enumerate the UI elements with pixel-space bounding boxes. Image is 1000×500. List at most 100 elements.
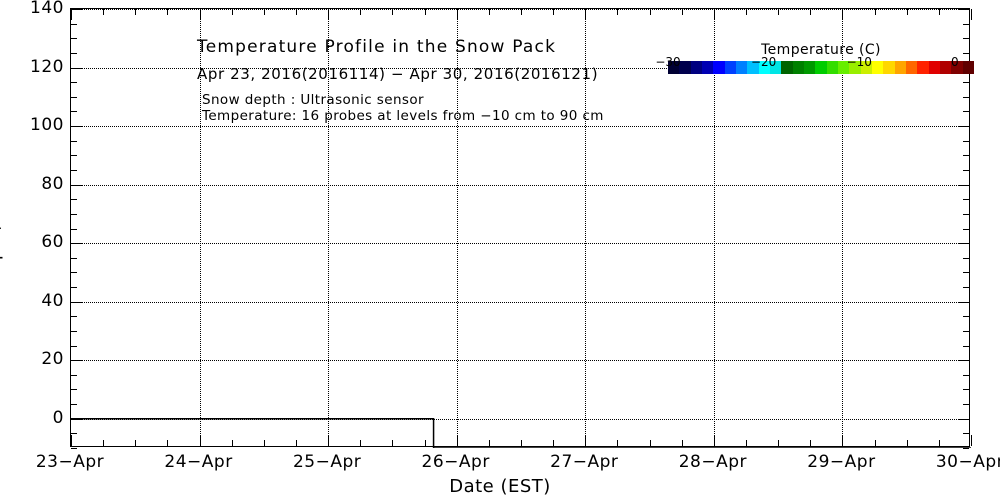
tick-mark	[958, 184, 969, 186]
tick-mark	[553, 9, 555, 15]
colorbar-band	[894, 61, 906, 74]
colorbar-band	[781, 61, 793, 74]
colorbar-gradient	[668, 61, 974, 74]
tick-mark	[963, 96, 969, 98]
tick-mark	[71, 184, 82, 186]
tick-mark	[963, 199, 969, 201]
tick-mark	[103, 9, 105, 15]
tick-mark	[971, 9, 972, 20]
colorbar-band	[837, 61, 850, 74]
tick-mark	[71, 287, 77, 289]
tick-mark	[71, 435, 72, 446]
tick-mark	[71, 169, 77, 171]
tick-mark	[874, 440, 876, 446]
tick-mark	[963, 155, 969, 157]
colorbar-band	[905, 61, 918, 74]
tick-mark	[71, 418, 82, 420]
tick-mark	[963, 23, 969, 25]
tick-mark	[71, 345, 77, 347]
tick-mark	[963, 389, 969, 391]
tick-mark	[71, 330, 77, 332]
gridline-horizontal	[71, 184, 969, 186]
tick-mark	[456, 9, 458, 20]
tick-mark	[71, 140, 77, 142]
tick-mark	[585, 9, 587, 20]
y-tick-label: 0	[52, 407, 64, 428]
tick-mark	[958, 126, 969, 128]
tick-mark	[958, 418, 969, 420]
x-tick-label: 24−Apr	[164, 452, 233, 472]
tick-mark	[963, 433, 969, 435]
tick-mark	[963, 169, 969, 171]
colorbar-title: Temperature (C)	[761, 42, 881, 58]
tick-mark	[963, 228, 969, 230]
tick-mark	[963, 82, 969, 84]
tick-mark	[585, 435, 587, 446]
tick-mark	[392, 9, 394, 15]
tick-mark	[71, 199, 77, 201]
tick-mark	[963, 316, 969, 318]
chart-subtitle: Apr 23, 2016(2016114) − Apr 30, 2016(201…	[197, 65, 599, 83]
tick-mark	[938, 9, 940, 15]
note-snow-depth: Snow depth : Ultrasonic sensor	[202, 92, 424, 108]
colorbar-band	[951, 61, 963, 74]
tick-mark	[963, 404, 969, 406]
tick-mark	[71, 316, 77, 318]
tick-mark	[71, 82, 77, 84]
chart-notes: Snow depth : Ultrasonic sensor Temperatu…	[202, 92, 604, 124]
tick-mark	[231, 440, 233, 446]
tick-mark	[963, 213, 969, 215]
colorbar-band	[679, 61, 691, 74]
tick-mark	[963, 272, 969, 274]
gridline-horizontal	[71, 243, 969, 245]
tick-mark	[71, 23, 77, 25]
note-temperature: Temperature: 16 probes at levels from −1…	[202, 108, 604, 124]
tick-mark	[71, 301, 82, 303]
tick-mark	[553, 440, 555, 446]
tick-mark	[778, 9, 780, 15]
colorbar-band	[713, 61, 725, 74]
x-tick-label: 30−Apr	[935, 452, 1000, 472]
colorbar-band	[860, 61, 872, 74]
gridline-vertical	[328, 9, 330, 446]
tick-mark	[392, 440, 394, 446]
tick-mark	[71, 243, 82, 245]
tick-mark	[71, 228, 77, 230]
tick-mark	[71, 38, 77, 40]
y-tick-label: 140	[30, 0, 64, 18]
tick-mark	[963, 52, 969, 54]
colorbar-band	[849, 61, 861, 74]
gridline-vertical	[585, 9, 587, 446]
tick-mark	[963, 111, 969, 113]
tick-mark	[167, 440, 169, 446]
tick-mark	[71, 213, 77, 215]
tick-mark	[906, 9, 908, 15]
tick-mark	[746, 440, 747, 446]
tick-mark	[360, 440, 362, 446]
tick-mark	[810, 440, 812, 446]
colorbar-band	[871, 61, 884, 74]
tick-mark	[488, 9, 490, 15]
x-axis-title: Date (EST)	[449, 476, 551, 497]
gridline-horizontal	[71, 126, 969, 128]
tick-mark	[842, 9, 844, 20]
colorbar-tick-label: −10	[846, 55, 872, 69]
colorbar-band	[939, 61, 952, 74]
tick-mark	[71, 52, 77, 54]
colorbar-tick-label: −20	[750, 55, 777, 69]
tick-mark	[103, 440, 105, 446]
tick-mark	[71, 272, 77, 274]
gridline-horizontal	[71, 360, 969, 362]
colorbar-band	[826, 61, 838, 74]
x-tick-label: 23−Apr	[35, 452, 105, 472]
tick-mark	[71, 389, 77, 391]
tick-mark	[71, 257, 77, 259]
tick-mark	[521, 9, 522, 15]
tick-mark	[963, 140, 969, 142]
y-tick-label: 40	[41, 290, 64, 311]
tick-mark	[713, 9, 715, 20]
tick-mark	[617, 440, 619, 446]
tick-mark	[199, 435, 201, 446]
tick-mark	[71, 111, 77, 113]
tick-mark	[617, 9, 619, 15]
